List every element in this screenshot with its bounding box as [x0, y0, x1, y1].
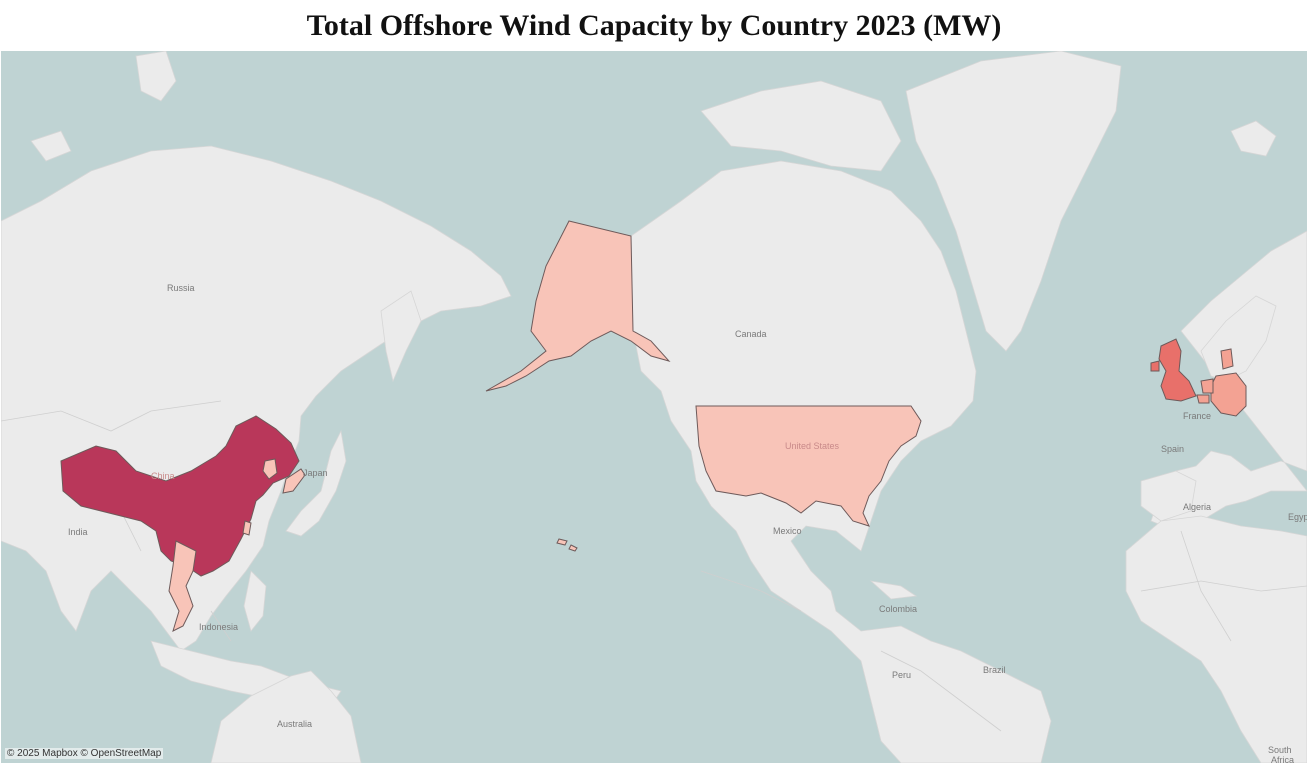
border-lines-africa [1140, 530, 1307, 642]
label-indonesia: Indonesia [199, 622, 238, 632]
label-france: France [1183, 411, 1211, 421]
label-spain: Spain [1161, 444, 1184, 454]
label-peru: Peru [892, 670, 911, 680]
land-arctic-archipelago [700, 80, 902, 172]
land-caribbean [869, 580, 918, 600]
label-china: China [151, 471, 175, 481]
land-svalbard [1230, 120, 1277, 157]
label-japan: Japan [303, 468, 328, 478]
land-greenland [905, 51, 1122, 352]
choropleth-map[interactable]: Russia Canada United States China Japan … [1, 51, 1307, 763]
label-united-states: United States [785, 441, 840, 451]
land-arctic-islands-west [30, 51, 177, 162]
land-africa [1125, 515, 1307, 763]
label-algeria: Algeria [1183, 502, 1211, 512]
label-australia: Australia [277, 719, 312, 729]
country-united-states-hawaii[interactable] [556, 538, 578, 552]
label-russia: Russia [167, 283, 195, 293]
map-title: Total Offshore Wind Capacity by Country … [306, 9, 1002, 42]
map-viewport[interactable]: Russia Canada United States China Japan … [1, 51, 1307, 763]
label-south-africa-line1: South [1268, 745, 1292, 755]
country-china[interactable] [60, 415, 300, 577]
label-colombia: Colombia [879, 604, 917, 614]
label-mexico: Mexico [773, 526, 802, 536]
label-india: India [68, 527, 88, 537]
country-united-states[interactable] [695, 405, 922, 527]
country-vietnam[interactable] [168, 540, 197, 632]
country-south-korea[interactable] [262, 458, 278, 480]
land-australia [210, 670, 362, 763]
label-canada: Canada [735, 329, 767, 339]
land-japan [285, 429, 347, 537]
country-belgium[interactable] [1196, 394, 1210, 404]
border-lines-americas [700, 570, 1002, 732]
land-philippines [243, 570, 267, 632]
country-united-kingdom[interactable] [1158, 338, 1197, 402]
country-japan-partial[interactable] [282, 468, 306, 494]
label-egypt: Egyp [1288, 512, 1307, 522]
land-iberia [1140, 470, 1197, 522]
country-netherlands[interactable] [1200, 378, 1214, 394]
label-south-africa-line2: Africa [1271, 755, 1294, 763]
country-united-states-alaska[interactable] [485, 220, 671, 392]
country-denmark[interactable] [1220, 348, 1234, 370]
country-northern-ireland[interactable] [1150, 360, 1160, 372]
country-taiwan[interactable] [242, 520, 252, 536]
land-kamchatka [380, 290, 422, 383]
label-brazil: Brazil [983, 665, 1006, 675]
map-attribution[interactable]: © 2025 Mapbox © OpenStreetMap [5, 748, 164, 759]
